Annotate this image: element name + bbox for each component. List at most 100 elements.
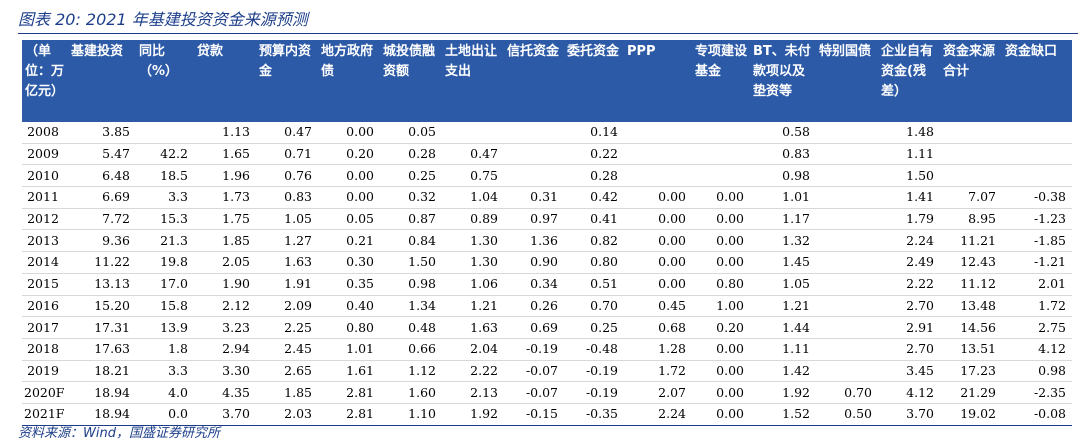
value-cell: 0.47 xyxy=(442,143,504,166)
value-cell: 11.22 xyxy=(68,251,136,274)
value-cell: 0.00 xyxy=(692,208,750,231)
value-cell: 2.12 xyxy=(194,295,256,318)
value-cell: 1.92 xyxy=(442,403,504,426)
table-row: 2013 9.36 21.3 1.85 1.27 0.21 0.84 1.30 1.36 0.82… xyxy=(22,229,1072,253)
value-cell: 0.51 xyxy=(564,273,624,296)
column-header: 地方政府债 xyxy=(321,44,374,79)
value-cell: 0.34 xyxy=(504,273,564,296)
value-cell: -2.35 xyxy=(1002,381,1072,404)
value-cell: 0.31 xyxy=(504,186,564,209)
value-cell: 0.80 xyxy=(318,316,380,339)
value-cell: 0.83 xyxy=(256,186,318,209)
value-cell: 1.06 xyxy=(442,273,504,296)
value-cell: 13.9 xyxy=(136,316,194,339)
value-cell: 21.3 xyxy=(136,229,194,253)
value-cell: 2.70 xyxy=(878,338,940,361)
value-cell xyxy=(816,164,878,188)
value-cell xyxy=(816,360,878,383)
value-cell: 1.60 xyxy=(380,381,442,404)
table-row: 2015 13.13 17.0 1.90 1.91 0.35 0.98 1.06 0.34 0.5… xyxy=(22,273,1072,296)
year-cell: 2012 xyxy=(22,208,68,231)
column-header: 信托资金 xyxy=(507,44,560,59)
value-cell xyxy=(624,164,692,188)
column-header: 资金来源合计 xyxy=(943,44,996,79)
value-cell: 2.13 xyxy=(442,381,504,404)
value-cell: 0.40 xyxy=(318,295,380,318)
value-cell: 1.04 xyxy=(442,186,504,209)
value-cell: 3.30 xyxy=(194,360,256,383)
value-cell: 0.00 xyxy=(692,186,750,209)
value-cell: 0.14 xyxy=(564,122,624,144)
value-cell: 0.00 xyxy=(692,381,750,404)
value-cell: 0.25 xyxy=(564,316,624,339)
header-row: （单位：万亿元） 基建投资 同比（%） 贷款 预算内资金 地方政府债 城投债融资额 土地出让支… xyxy=(22,40,1072,122)
value-cell xyxy=(1002,143,1072,166)
value-cell: 18.5 xyxy=(136,164,194,188)
year-cell: 2008 xyxy=(22,122,68,144)
value-cell xyxy=(1002,164,1072,188)
source-note: 资料来源：Wind，国盛证券研究所 xyxy=(18,426,220,441)
table-row: 2014 11.22 19.8 2.05 1.63 0.30 1.50 1.30 0.90 0.8… xyxy=(22,251,1072,274)
year-cell: 2011 xyxy=(22,186,68,209)
value-cell: 0.75 xyxy=(442,164,504,188)
table-row: 2017 17.31 13.9 3.23 2.25 0.80 0.48 1.63 0.69 0.2… xyxy=(22,316,1072,339)
value-cell: -0.35 xyxy=(564,403,624,426)
value-cell: -0.08 xyxy=(1002,403,1072,426)
value-cell xyxy=(504,122,564,144)
value-cell: 0.00 xyxy=(624,208,692,231)
value-cell: 9.36 xyxy=(68,229,136,253)
table-row: 2012 7.72 15.3 1.75 1.05 0.05 0.87 0.89 0.97 0.41… xyxy=(22,208,1072,231)
value-cell: 7.07 xyxy=(940,186,1002,209)
value-cell: 0.45 xyxy=(624,295,692,318)
value-cell: 17.63 xyxy=(68,338,136,361)
table-row: 2008 3.85 1.13 0.47 0.00 0.05 0.14 0.58 1.48 xyxy=(22,122,1072,144)
year-cell: 2009 xyxy=(22,143,68,166)
value-cell xyxy=(816,295,878,318)
value-cell: 0.70 xyxy=(564,295,624,318)
value-cell: 0.76 xyxy=(256,164,318,188)
value-cell: 1.50 xyxy=(380,251,442,274)
value-cell: 1.21 xyxy=(750,295,816,318)
value-cell xyxy=(442,122,504,144)
value-cell: 1.27 xyxy=(256,229,318,253)
value-cell: 5.47 xyxy=(68,143,136,166)
table-row: 2018 17.63 1.8 2.94 2.45 1.01 0.66 2.04 -0.19 -0.… xyxy=(22,338,1072,361)
value-cell: 1.01 xyxy=(750,186,816,209)
value-cell: 1.05 xyxy=(256,208,318,231)
value-cell: 3.45 xyxy=(878,360,940,383)
value-cell: 0.0 xyxy=(136,403,194,426)
value-cell xyxy=(940,143,1002,166)
value-cell: 6.48 xyxy=(68,164,136,188)
value-cell: -1.21 xyxy=(1002,251,1072,274)
value-cell: 1.11 xyxy=(750,338,816,361)
value-cell: 0.90 xyxy=(504,251,564,274)
value-cell: 2.25 xyxy=(256,316,318,339)
value-cell xyxy=(624,143,692,166)
year-cell: 2020F xyxy=(22,381,68,404)
value-cell: 1.32 xyxy=(750,229,816,253)
year-cell: 2016 xyxy=(22,295,68,318)
value-cell: 18.21 xyxy=(68,360,136,383)
value-cell xyxy=(1002,122,1072,144)
column-header: 特别国债 xyxy=(819,44,872,59)
value-cell: 0.00 xyxy=(318,122,380,144)
column-header: 土地出让支出 xyxy=(445,44,498,79)
value-cell: 0.48 xyxy=(380,316,442,339)
value-cell: 1.92 xyxy=(750,381,816,404)
value-cell: 1.72 xyxy=(1002,295,1072,318)
value-cell xyxy=(816,338,878,361)
value-cell: 2.75 xyxy=(1002,316,1072,339)
value-cell xyxy=(816,316,878,339)
table-body: 2008 3.85 1.13 0.47 0.00 0.05 0.14 0.58 1.48 2009… xyxy=(22,122,1072,426)
value-cell: 7.72 xyxy=(68,208,136,231)
value-cell: 2.65 xyxy=(256,360,318,383)
value-cell: 0.26 xyxy=(504,295,564,318)
value-cell: 15.20 xyxy=(68,295,136,318)
value-cell: 11.21 xyxy=(940,229,1002,253)
value-cell xyxy=(940,164,1002,188)
value-cell: 1.34 xyxy=(380,295,442,318)
value-cell: 0.21 xyxy=(318,229,380,253)
value-cell: 0.00 xyxy=(692,229,750,253)
value-cell: 0.00 xyxy=(624,251,692,274)
value-cell: 1.12 xyxy=(380,360,442,383)
